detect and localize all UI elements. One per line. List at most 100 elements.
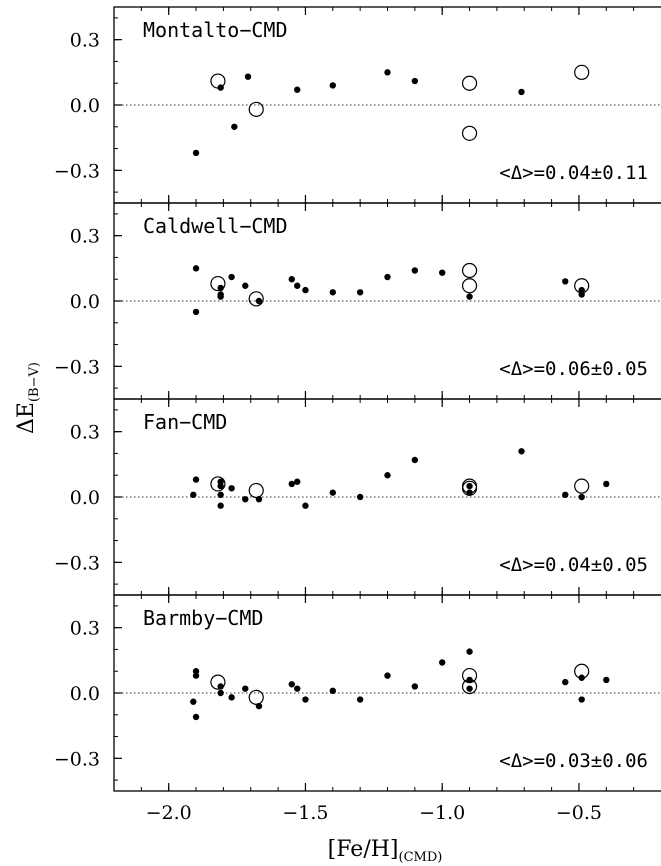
filled-point <box>466 293 473 300</box>
filled-point <box>217 502 224 509</box>
y-tick-label: −0.3 <box>54 552 100 574</box>
open-point <box>574 64 590 80</box>
x-axis-label-main: [Fe/H] <box>328 837 399 862</box>
panel: 0.3 0.0 −0.3 Fan−CMD <Δ>=0.04±0.05 <box>54 398 661 596</box>
y-axis-label-main: ΔE <box>14 402 39 434</box>
filled-point <box>302 286 309 294</box>
filled-point <box>329 687 336 695</box>
filled-point <box>228 273 235 281</box>
filled-point <box>192 265 200 272</box>
filled-point <box>288 480 295 488</box>
x-axis-label: [Fe/H](CMD) <box>328 837 443 865</box>
y-axis-label: ΔE(B−V) <box>14 362 42 434</box>
filled-point <box>411 77 419 85</box>
filled-point <box>466 482 473 490</box>
y-tick-label: 0.3 <box>70 226 100 248</box>
filled-point <box>242 282 249 289</box>
filled-point <box>217 284 224 292</box>
filled-point <box>356 289 364 296</box>
panel-stat: <Δ>=0.03±0.06 <box>499 750 648 772</box>
panel-title: Caldwell−CMD <box>143 214 288 238</box>
filled-point <box>190 491 197 499</box>
panel-title: Montalto−CMD <box>143 18 288 42</box>
filled-point <box>231 123 238 130</box>
panel-title: Barmby−CMD <box>143 606 263 630</box>
filled-point <box>302 696 309 703</box>
filled-point <box>192 476 200 483</box>
filled-point <box>466 685 473 692</box>
filled-point <box>294 86 301 93</box>
open-point <box>461 278 478 294</box>
filled-point <box>384 472 391 479</box>
filled-point <box>562 678 569 686</box>
y-tick-label: −0.3 <box>54 748 100 770</box>
y-tick-label: 0.0 <box>70 683 100 705</box>
filled-point <box>192 672 200 679</box>
open-point <box>574 478 590 494</box>
panel-stat: <Δ>=0.04±0.11 <box>499 162 648 184</box>
panel: 0.3 0.0 −0.3 Barmby−CMD <Δ>=0.03±0.06 <box>54 594 661 792</box>
filled-point <box>329 489 336 496</box>
filled-point <box>255 297 263 305</box>
x-axis-label-sub: (CMD) <box>399 850 443 865</box>
panel-stat: <Δ>=0.04±0.05 <box>499 554 648 576</box>
y-tick-label: −0.3 <box>54 160 100 182</box>
filled-point <box>603 480 610 488</box>
panel: 0.3 0.0 −0.3 Caldwell−CMD <Δ>=0.06±0.05 <box>54 202 661 400</box>
filled-point <box>578 696 585 703</box>
filled-point <box>518 88 525 96</box>
filled-point <box>356 493 364 501</box>
filled-point <box>518 448 525 455</box>
x-tick-label: −1.0 <box>419 802 465 824</box>
filled-point <box>217 683 224 690</box>
filled-point <box>411 267 419 274</box>
filled-point <box>329 82 336 89</box>
filled-point <box>244 73 252 80</box>
filled-point <box>217 491 224 499</box>
filled-point <box>411 456 419 464</box>
panel-stat: <Δ>=0.06±0.05 <box>499 358 648 380</box>
filled-point <box>578 674 585 681</box>
filled-point <box>294 478 301 485</box>
filled-point <box>384 672 391 679</box>
y-tick-label: 0.3 <box>70 422 100 444</box>
panel-title: Fan−CMD <box>143 410 227 434</box>
filled-point <box>294 685 301 692</box>
open-point <box>248 482 264 499</box>
filled-point <box>192 713 200 721</box>
filled-point <box>466 489 473 496</box>
x-tick-label: −1.5 <box>282 802 328 824</box>
filled-point <box>217 84 224 91</box>
open-point <box>210 674 226 690</box>
panel: 0.3 0.0 −0.3 Montalto−CMD <Δ>=0.04±0.11 <box>54 6 661 204</box>
y-axis-label-sub: (B−V) <box>27 362 42 402</box>
y-tick-label: 0.3 <box>70 30 100 52</box>
filled-point <box>217 293 224 300</box>
filled-point <box>466 648 473 655</box>
filled-point <box>329 289 336 296</box>
filled-point <box>578 493 585 501</box>
filled-point <box>242 495 249 503</box>
panels: 0.30.0−0.3Montalto−CMD<Δ>=0.04±0.110.30.… <box>54 6 661 792</box>
open-point <box>248 101 264 117</box>
filled-point <box>217 689 224 697</box>
open-point <box>248 689 264 705</box>
filled-point <box>192 149 200 157</box>
filled-point <box>466 676 473 684</box>
filled-point <box>439 659 446 666</box>
filled-point <box>217 482 224 490</box>
filled-point <box>439 269 446 276</box>
filled-point <box>288 276 295 283</box>
x-tick-label: −2.0 <box>146 802 192 824</box>
filled-point <box>255 702 263 710</box>
open-point <box>210 275 226 292</box>
filled-point <box>228 485 235 492</box>
x-tick-label: −0.5 <box>556 802 602 824</box>
filled-point <box>384 273 391 281</box>
filled-point <box>302 502 309 509</box>
y-tick-label: −0.3 <box>54 356 100 378</box>
open-point <box>210 476 226 492</box>
filled-point <box>562 278 569 285</box>
y-tick-label: 0.0 <box>70 95 100 117</box>
